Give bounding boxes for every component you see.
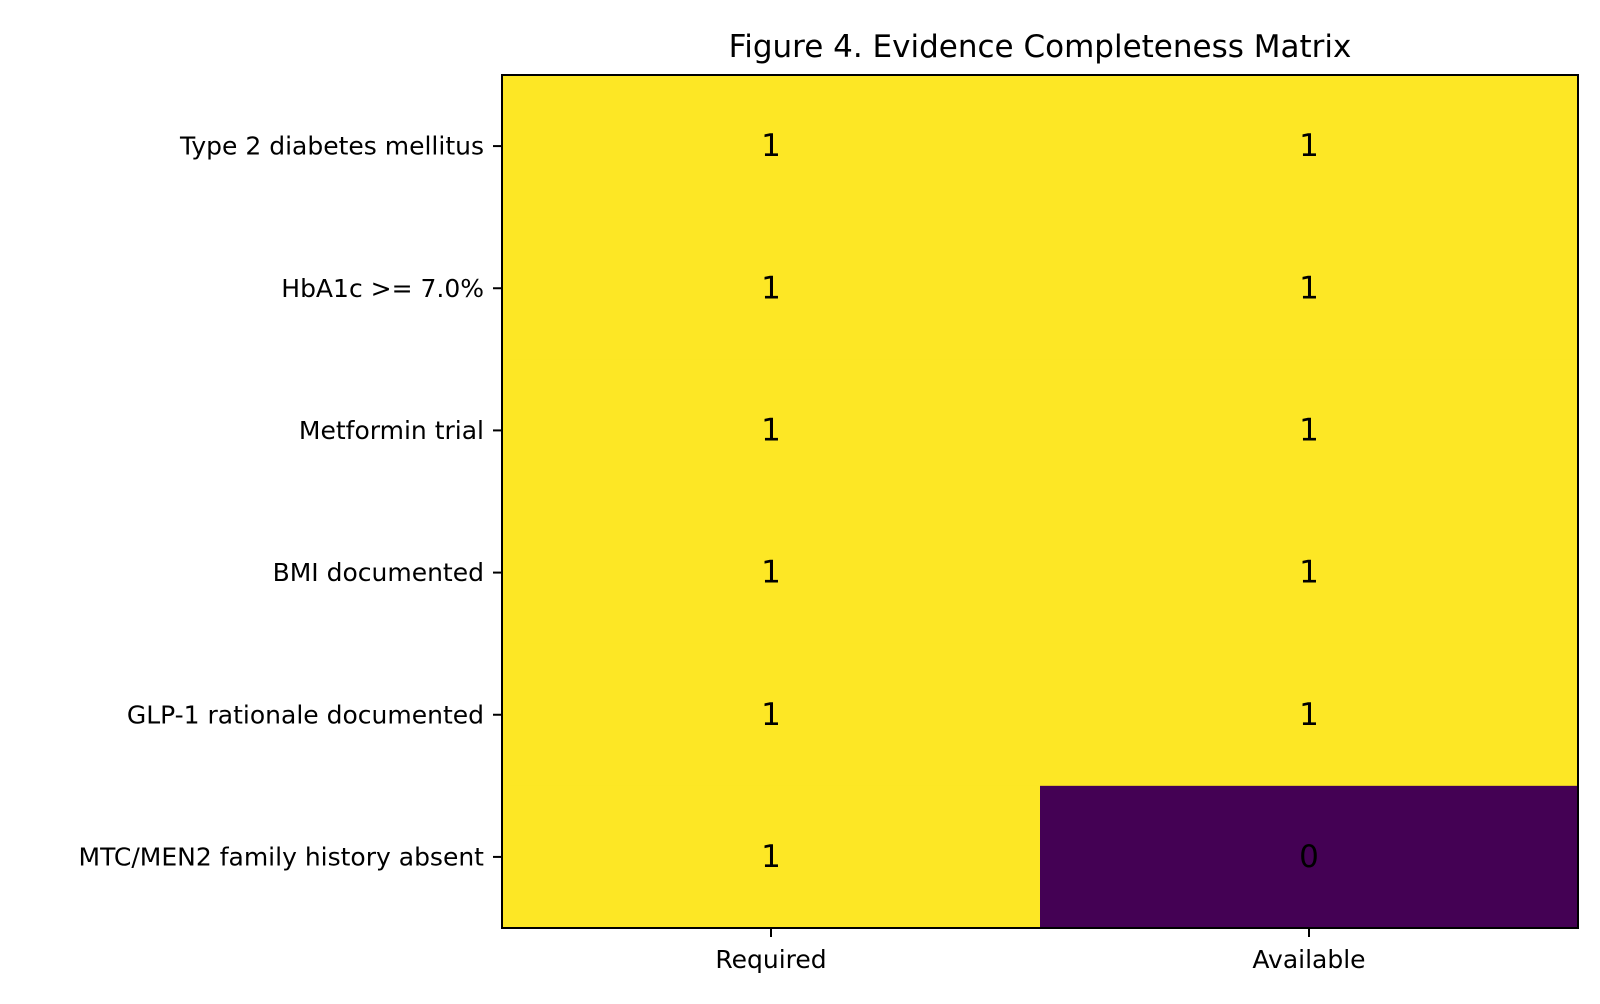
chart-title: Figure 4. Evidence Completeness Matrix [729,29,1352,65]
y-tick-label: Type 2 diabetes mellitus [179,132,484,161]
heatmap-cell [1040,785,1579,929]
x-tick-label: Required [715,945,826,974]
y-tick-label: HbA1c >= 7.0% [281,274,484,303]
y-tick-label: Metformin trial [299,416,484,445]
y-axis: Type 2 diabetes mellitus HbA1c >= 7.0% Met… [79,132,502,871]
heatmap-cell [502,217,1041,360]
heatmap-cell [1040,501,1579,645]
y-tick-label: BMI documented [273,558,484,587]
heatmap-cell-label: 1 [761,697,781,733]
heatmap-cells [502,75,1579,929]
heatmap-cell [1040,217,1579,360]
y-tick-label: MTC/MEN2 family history absent [79,842,485,871]
heatmap-cell [502,501,1041,645]
heatmap-cell-label: 1 [1299,270,1319,306]
plot-frame [501,74,1579,929]
heatmap-cell-label: 1 [1299,128,1319,164]
heatmap-cell-label: 1 [761,270,781,306]
heatmap-cell [502,75,1041,218]
x-axis: Required Available [715,928,1366,974]
x-tick-label: Available [1252,945,1365,974]
heatmap-cell [1040,359,1579,502]
heatmap-cell-label: 1 [761,412,781,448]
heatmap-cell [1040,75,1579,218]
heatmap-cell-label: 1 [761,839,781,875]
heatmap-cell-label: 1 [761,555,781,591]
y-tick-label: GLP-1 rationale documented [127,700,484,729]
heatmap-cell [502,643,1041,787]
heatmap-cell-label: 1 [1299,555,1319,591]
heatmap-cell-label: 1 [761,128,781,164]
heatmap-cell-label: 1 [1299,412,1319,448]
heatmap-cell-labels: 1 1 1 1 1 1 1 1 1 1 1 0 [761,128,1319,875]
heatmap-cell [502,785,1041,929]
heatmap-cell [502,359,1041,502]
heatmap-cell [1040,643,1579,787]
heatmap-cell-label: 1 [1299,697,1319,733]
heatmap-cell-label: 0 [1299,839,1319,875]
